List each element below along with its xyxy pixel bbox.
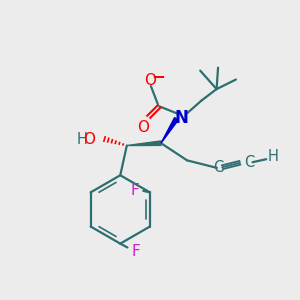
Text: F: F: [131, 244, 140, 260]
Text: −: −: [152, 67, 166, 85]
Text: H: H: [268, 149, 279, 164]
Polygon shape: [161, 118, 178, 143]
Polygon shape: [127, 141, 161, 146]
Text: F: F: [130, 183, 140, 198]
Text: O: O: [84, 131, 96, 146]
Text: C: C: [244, 155, 254, 170]
Text: O: O: [137, 120, 149, 135]
Text: H: H: [77, 131, 88, 146]
Text: N: N: [175, 109, 189, 127]
Text: C: C: [213, 160, 224, 175]
Text: O: O: [144, 73, 156, 88]
